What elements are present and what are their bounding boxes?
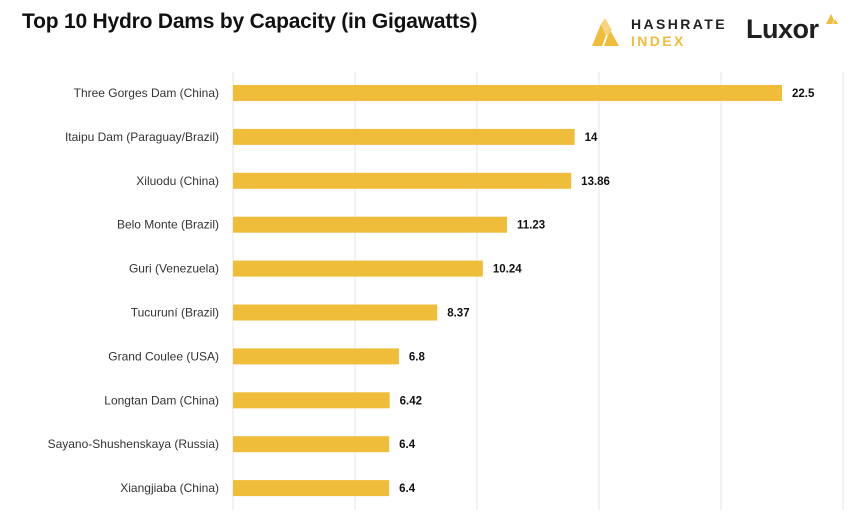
bar	[233, 216, 508, 233]
bars	[233, 85, 782, 497]
value-label: 6.4	[399, 483, 416, 495]
value-label: 10.24	[493, 264, 522, 276]
bar	[233, 392, 390, 409]
bar	[233, 436, 390, 453]
index-logo-text: INDEX	[631, 33, 686, 49]
value-label: 11.23	[517, 220, 545, 232]
value-label: 14	[585, 132, 598, 144]
category-labels: Three Gorges Dam (China) Itaipu Dam (Para…	[48, 86, 219, 495]
category-label: Longtan Dam (China)	[104, 393, 219, 407]
value-label: 6.42	[400, 395, 422, 407]
category-label: Guri (Venezuela)	[129, 262, 219, 276]
bar	[233, 85, 782, 101]
bar	[233, 480, 390, 497]
hashrate-logo-text: HASHRATE	[631, 16, 727, 32]
bar	[233, 128, 575, 145]
luxor-logo-icon	[826, 14, 838, 24]
category-label: Itaipu Dam (Paraguay/Brazil)	[65, 130, 219, 144]
hashrate-index-logo: HASHRATE INDEX	[590, 16, 725, 50]
bar	[233, 304, 438, 321]
value-labels: 22.5 14 13.86 11.23 10.24 8.37 6.8 6.42 6.4 6.4	[399, 88, 815, 495]
category-label: Tucuruní (Brazil)	[131, 306, 219, 320]
value-label: 22.5	[792, 88, 815, 100]
chart-title: Top 10 Hydro Dams by Capacity (in Gigawa…	[22, 10, 478, 33]
value-label: 8.37	[447, 308, 469, 320]
value-label: 6.8	[409, 351, 426, 363]
category-label: Xiangjiaba (China)	[120, 481, 219, 495]
category-label: Grand Coulee (USA)	[108, 349, 219, 363]
bar	[233, 348, 399, 365]
bar	[233, 260, 483, 277]
category-label: Three Gorges Dam (China)	[74, 86, 219, 100]
value-label: 13.86	[581, 176, 610, 188]
bar	[233, 172, 572, 189]
hashrate-index-logo-icon	[592, 18, 619, 46]
value-label: 6.4	[399, 439, 416, 451]
luxor-logo-text: Luxor	[746, 14, 819, 44]
category-label: Sayano-Shushenskaya (Russia)	[48, 437, 219, 451]
category-label: Xiluodu (China)	[136, 174, 219, 188]
category-label: Belo Monte (Brazil)	[117, 218, 219, 232]
